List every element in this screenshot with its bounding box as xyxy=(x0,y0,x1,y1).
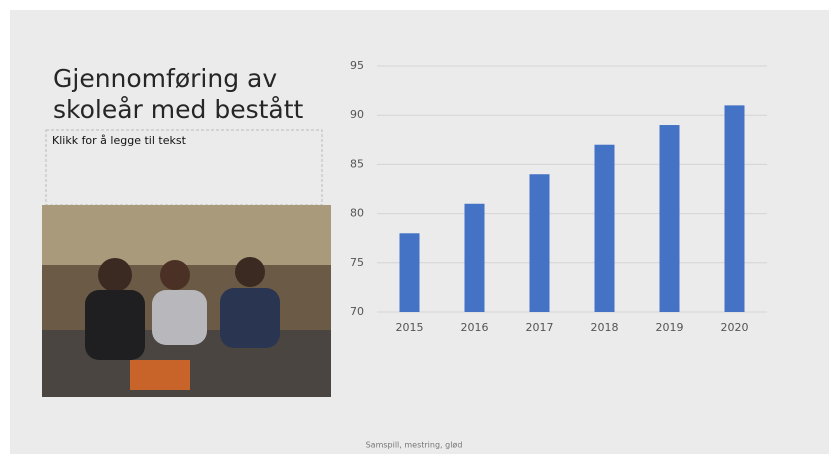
y-tick-label: 70 xyxy=(350,305,364,318)
slide-title: Gjennomføring av xyxy=(53,64,277,93)
bar xyxy=(659,125,680,312)
footer: Samspill, mestring, glød xyxy=(366,441,463,450)
y-tick-label: 95 xyxy=(350,59,364,72)
x-tick-label: 2020 xyxy=(721,321,749,334)
y-tick-label: 80 xyxy=(350,207,364,220)
x-tick-label: 2018 xyxy=(591,321,619,334)
x-tick-label: 2015 xyxy=(396,321,424,334)
text-placeholder-box[interactable] xyxy=(45,129,323,206)
bar xyxy=(594,144,615,312)
bar xyxy=(724,105,745,312)
y-tick-label: 75 xyxy=(350,256,364,269)
bar xyxy=(529,174,550,312)
bar xyxy=(399,233,420,312)
bar xyxy=(464,203,485,312)
x-tick-label: 2016 xyxy=(461,321,489,334)
x-tick-label: 2017 xyxy=(526,321,554,334)
x-tick-label: 2019 xyxy=(656,321,684,334)
photo xyxy=(42,205,331,397)
y-tick-label: 90 xyxy=(350,108,364,121)
text-placeholder[interactable]: Klikk for å legge til tekst xyxy=(52,134,187,147)
slide-title: skoleår med bestått xyxy=(53,95,304,124)
y-tick-label: 85 xyxy=(350,157,364,170)
